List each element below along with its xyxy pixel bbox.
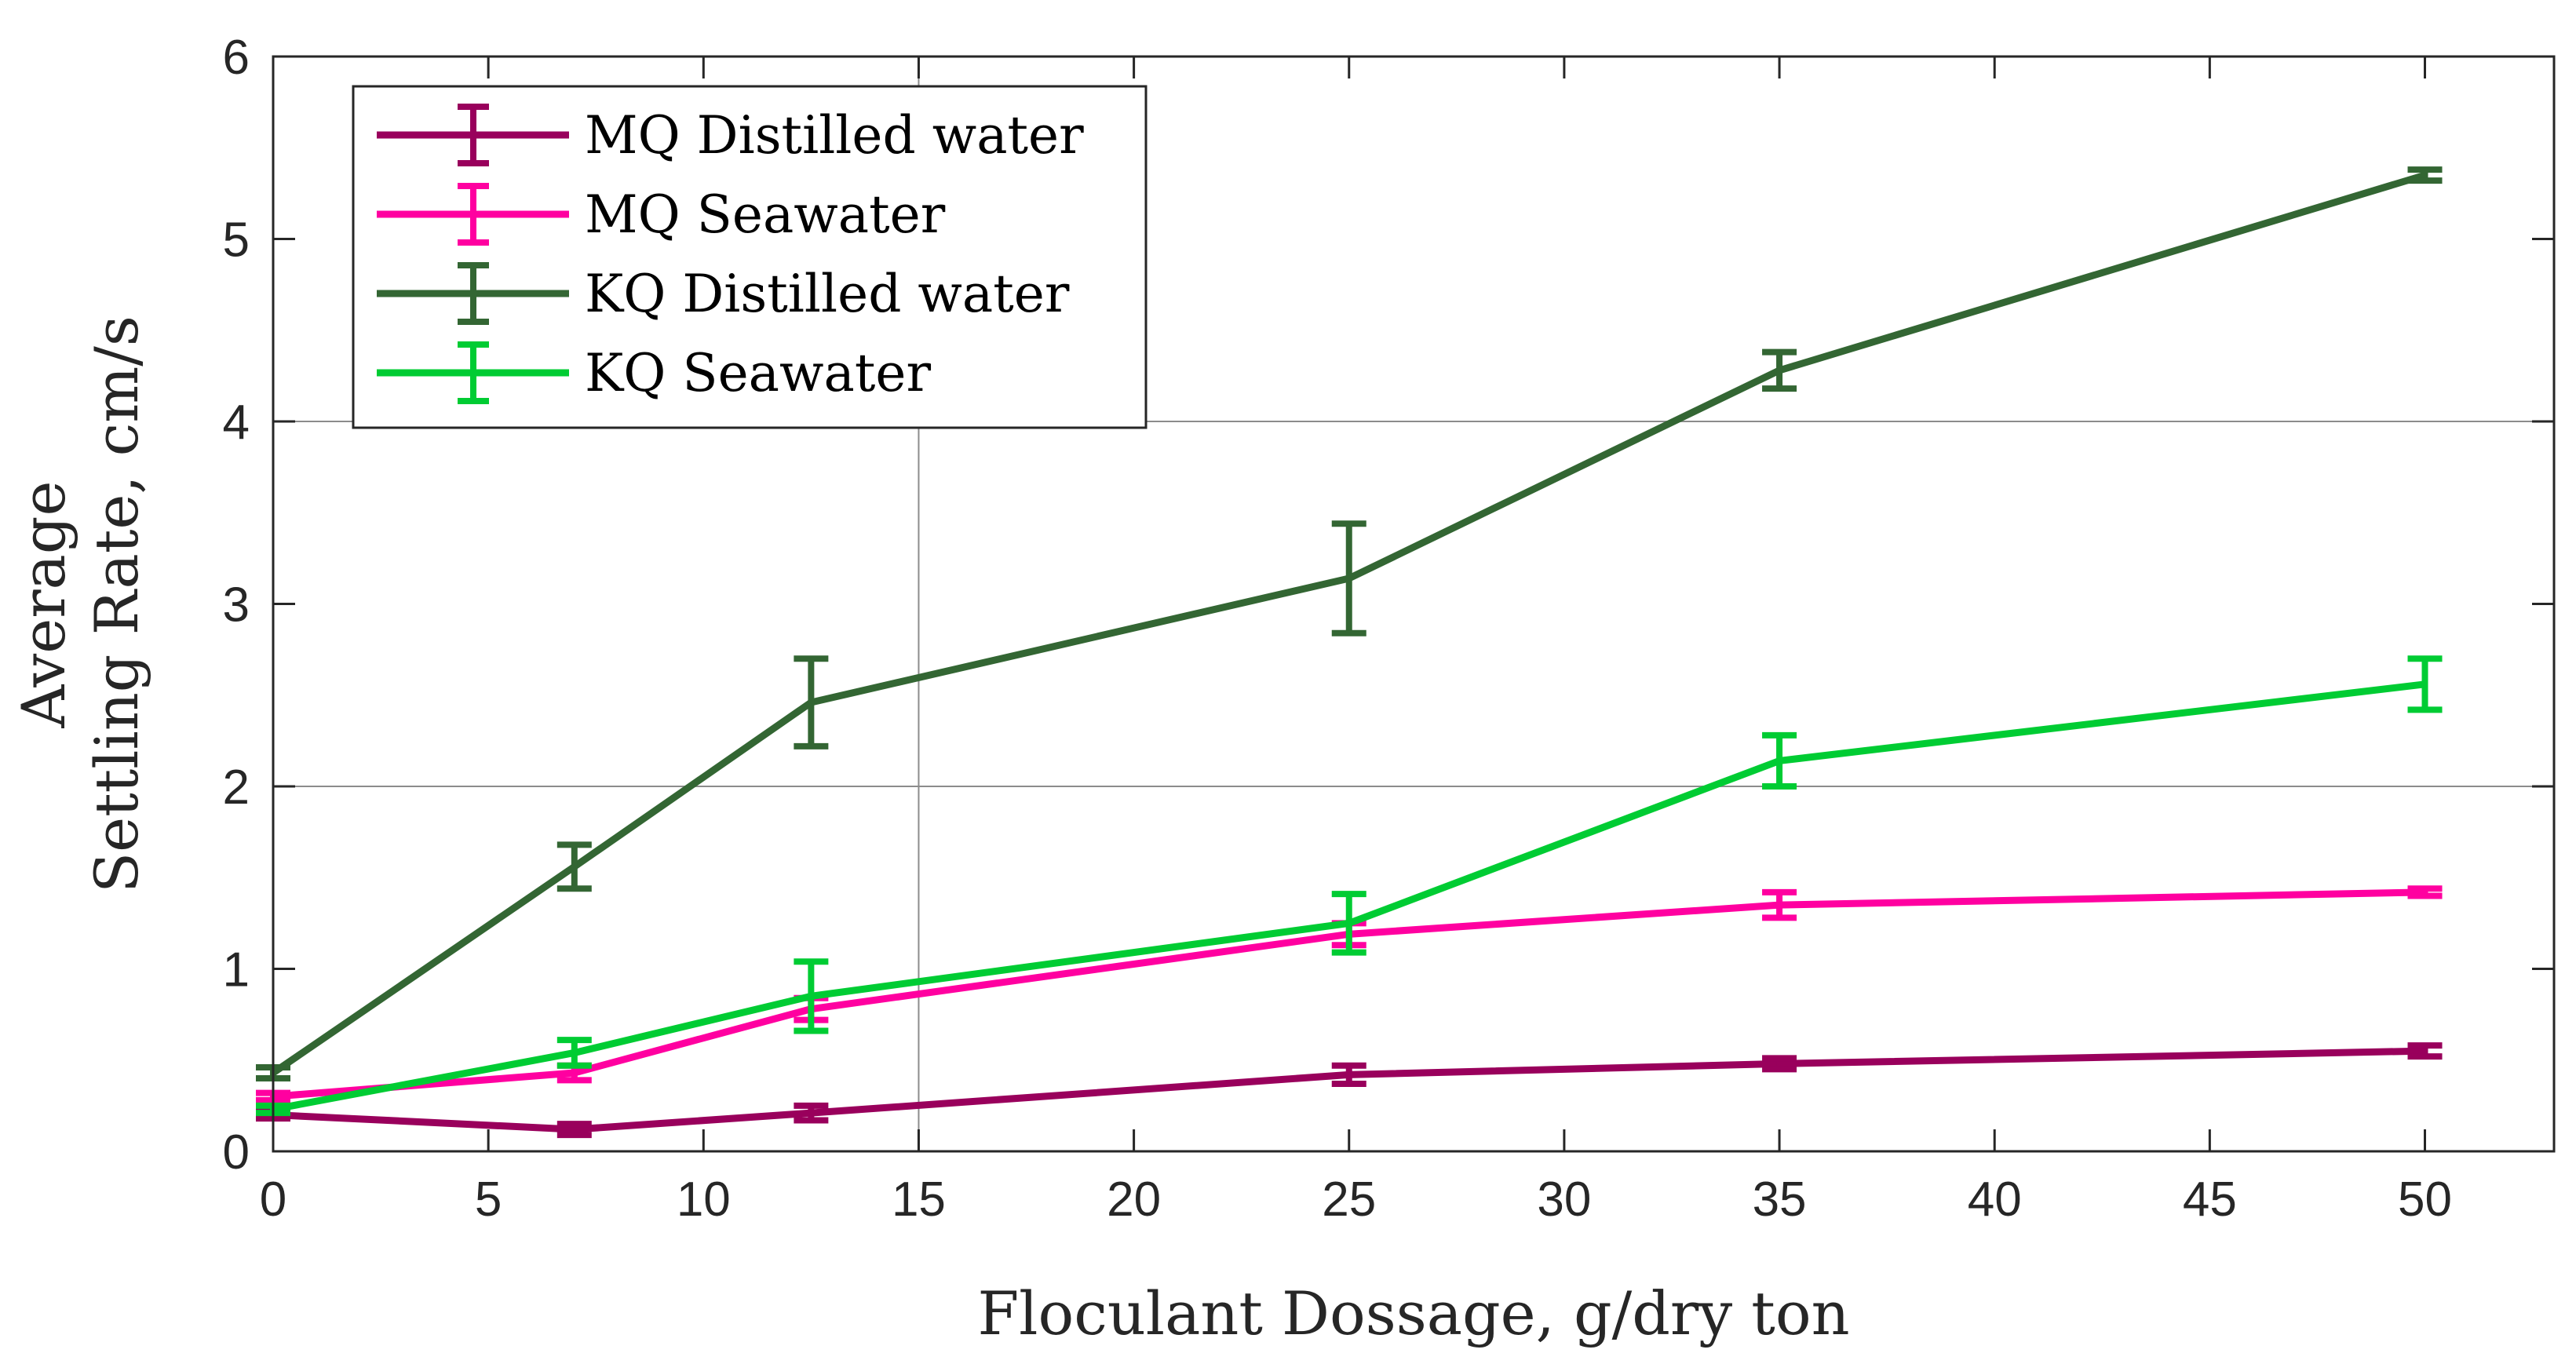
x-tick-label-35: 35 xyxy=(1753,1173,1807,1227)
error-bar xyxy=(556,1121,592,1139)
legend-label-kq-distilled: KQ Distilled water xyxy=(585,264,1070,324)
error-bar xyxy=(794,1102,829,1124)
y-axis-title-line-1: Average xyxy=(9,481,78,729)
y-tick-label-0: 0 xyxy=(223,1125,250,1180)
y-tick-label-3: 3 xyxy=(223,578,250,633)
x-tick-label-10: 10 xyxy=(677,1173,731,1227)
series-line xyxy=(271,171,2426,1076)
y-tick-label-2: 2 xyxy=(223,760,250,815)
x-tick-label-50: 50 xyxy=(2398,1173,2452,1227)
error-bar xyxy=(2407,885,2443,899)
error-bar xyxy=(794,958,829,1034)
x-axis-title: Floculant Dossage, g/dry ton xyxy=(977,1278,1849,1348)
y-tick-label-6: 6 xyxy=(223,31,250,85)
legend-swatch-1 xyxy=(377,104,569,166)
error-bar xyxy=(2407,655,2443,713)
error-bar xyxy=(1331,891,1366,956)
error-bar xyxy=(794,655,829,749)
x-tick-label-20: 20 xyxy=(1107,1173,1161,1227)
x-tick-label-15: 15 xyxy=(892,1173,946,1227)
error-bar xyxy=(1762,348,1797,392)
y-tick-label-5: 5 xyxy=(223,213,250,268)
error-bar xyxy=(556,841,592,892)
x-tick-label-25: 25 xyxy=(1322,1173,1376,1227)
series-line xyxy=(272,888,2425,1100)
series-line xyxy=(272,1047,2425,1133)
error-bar xyxy=(1762,888,1797,921)
error-bar xyxy=(556,1037,592,1069)
series-line xyxy=(272,680,2426,1113)
x-tick-label-40: 40 xyxy=(1968,1173,2022,1227)
error-bar xyxy=(1331,520,1366,636)
error-bar xyxy=(2407,1042,2443,1060)
legend-label-mq-distilled: MQ Distilled water xyxy=(585,105,1084,166)
legend: MQ Distilled water MQ Seawater KQ Distil… xyxy=(352,85,1148,429)
error-bar xyxy=(1762,731,1797,790)
x-tick-label-5: 5 xyxy=(475,1173,502,1227)
legend-label-kq-seawater: KQ Seawater xyxy=(585,343,931,403)
legend-swatch-2 xyxy=(377,183,569,246)
y-tick-label-1: 1 xyxy=(223,943,250,997)
y-axis-title-line-2: Settling Rate, cm/s xyxy=(82,315,151,893)
x-tick-label-45: 45 xyxy=(2183,1173,2237,1227)
x-tick-label-30: 30 xyxy=(1537,1173,1591,1227)
error-bar xyxy=(2407,166,2443,184)
series-kq-seawater xyxy=(256,655,2443,1117)
legend-label-mq-seawater: MQ Seawater xyxy=(585,184,946,245)
error-bar xyxy=(1331,1062,1366,1087)
legend-swatch-3 xyxy=(377,262,569,325)
error-bar xyxy=(1762,1055,1797,1073)
legend-swatch-4 xyxy=(377,341,569,404)
y-tick-label-4: 4 xyxy=(223,396,250,450)
x-tick-label-0: 0 xyxy=(260,1173,286,1227)
